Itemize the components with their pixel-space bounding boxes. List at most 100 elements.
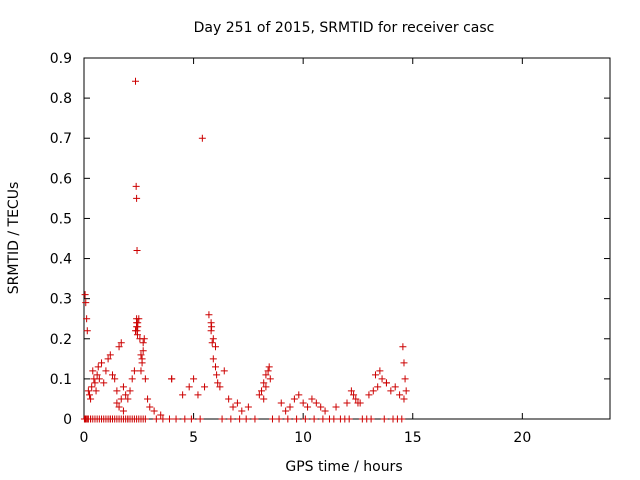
data-point [113, 387, 121, 395]
data-point [141, 375, 149, 383]
chart-title: Day 251 of 2015, SRMTID for receiver cas… [194, 20, 495, 36]
y-tick-label: 0.5 [50, 211, 72, 227]
data-point [387, 387, 395, 395]
data-point [258, 387, 266, 395]
data-point [304, 403, 312, 411]
data-point [115, 403, 123, 411]
data-point [82, 299, 90, 307]
data-point [398, 415, 406, 423]
data-point [93, 371, 101, 379]
data-point [209, 335, 217, 343]
data-point [396, 391, 404, 399]
data-point [312, 399, 320, 407]
data-point [102, 367, 110, 375]
data-point [236, 415, 244, 423]
data-point [220, 367, 228, 375]
data-point [198, 134, 206, 142]
data-point [134, 323, 142, 331]
data-point [128, 375, 136, 383]
data-point [172, 415, 180, 423]
data-point [152, 415, 160, 423]
data-point [229, 403, 237, 411]
data-point [208, 323, 216, 331]
plot-frame [83, 57, 611, 420]
data-point [369, 387, 377, 395]
data-point [310, 415, 318, 423]
data-point [319, 415, 327, 423]
y-tick-label: 0.9 [50, 51, 72, 67]
data-point [100, 379, 108, 387]
data-point [113, 399, 121, 407]
data-point [88, 383, 96, 391]
data-point [290, 395, 298, 403]
data-point [401, 375, 409, 383]
data-point [347, 387, 355, 395]
data-point [87, 395, 95, 403]
data-point [89, 367, 97, 375]
data-point [262, 371, 270, 379]
data-point [140, 335, 148, 343]
data-point [132, 182, 140, 190]
y-tick-label: 0 [63, 412, 72, 428]
x-tick-label: 10 [294, 430, 312, 446]
data-point [238, 407, 246, 415]
data-point [301, 415, 309, 423]
data-point [159, 415, 167, 423]
data-point [139, 347, 147, 355]
data-point [380, 415, 388, 423]
data-point [124, 415, 132, 423]
y-tick-label: 0.3 [50, 292, 72, 308]
data-point [233, 399, 241, 407]
data-point [185, 383, 193, 391]
data-point [181, 415, 189, 423]
data-point [209, 355, 217, 363]
data-point [216, 383, 224, 391]
data-point [282, 407, 290, 415]
data-point [144, 395, 152, 403]
data-point [227, 415, 235, 423]
data-point [83, 327, 91, 335]
data-point [260, 395, 268, 403]
data-point [126, 387, 134, 395]
data-point [214, 379, 222, 387]
x-tick-label: 5 [189, 430, 198, 446]
data-point [117, 339, 125, 347]
data-points [80, 77, 410, 423]
data-point [201, 383, 209, 391]
x-tick-label: 0 [80, 430, 89, 446]
y-tick-label: 0.4 [50, 252, 72, 268]
data-point [284, 415, 292, 423]
data-point [139, 339, 147, 347]
data-point [321, 407, 329, 415]
data-point [137, 351, 145, 359]
data-point [157, 411, 165, 419]
data-point [255, 391, 263, 399]
data-point [251, 415, 259, 423]
data-point [218, 415, 226, 423]
data-point [242, 415, 250, 423]
data-point [212, 363, 219, 371]
data-point [133, 247, 141, 255]
data-point [293, 415, 301, 423]
data-point [382, 379, 390, 387]
data-point [264, 367, 272, 375]
data-point [115, 343, 123, 351]
data-point [146, 403, 154, 411]
y-tick-label: 0.1 [50, 372, 72, 388]
data-point [295, 391, 303, 399]
data-point [196, 415, 204, 423]
data-point [317, 403, 325, 411]
data-point [133, 331, 141, 339]
data-point [345, 415, 353, 423]
data-point [308, 395, 316, 403]
data-point [141, 415, 149, 423]
data-point [343, 399, 351, 407]
data-point [132, 77, 140, 85]
axes: 0 0.1 0.2 0.3 0.4 0.5 0.6 0.7 0.8 0.9 0 5 10 15 20 [50, 51, 610, 446]
data-point [95, 375, 103, 383]
data-point [365, 391, 373, 399]
data-point [119, 383, 127, 391]
data-point [266, 375, 274, 383]
data-point [260, 379, 268, 387]
